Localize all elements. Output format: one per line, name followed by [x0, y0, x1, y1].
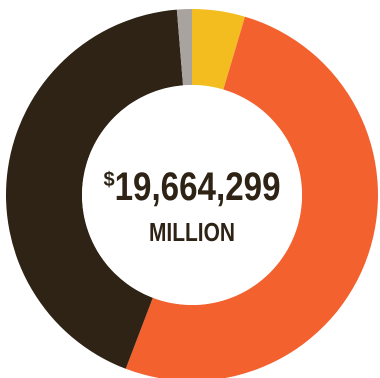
donut-slices [5, 9, 378, 378]
center-total-amount: $19,664,299 [103, 165, 280, 209]
donut-slice-3 [5, 9, 184, 369]
center-amount-value: 19,664,299 [115, 165, 281, 209]
donut-slice-2 [125, 16, 378, 378]
center-currency-symbol: $ [103, 169, 114, 191]
donut-hole [82, 85, 302, 305]
center-unit-label: MILLION [149, 217, 235, 247]
donut-slice-4 [176, 9, 192, 86]
donut-slice-1 [192, 9, 246, 90]
